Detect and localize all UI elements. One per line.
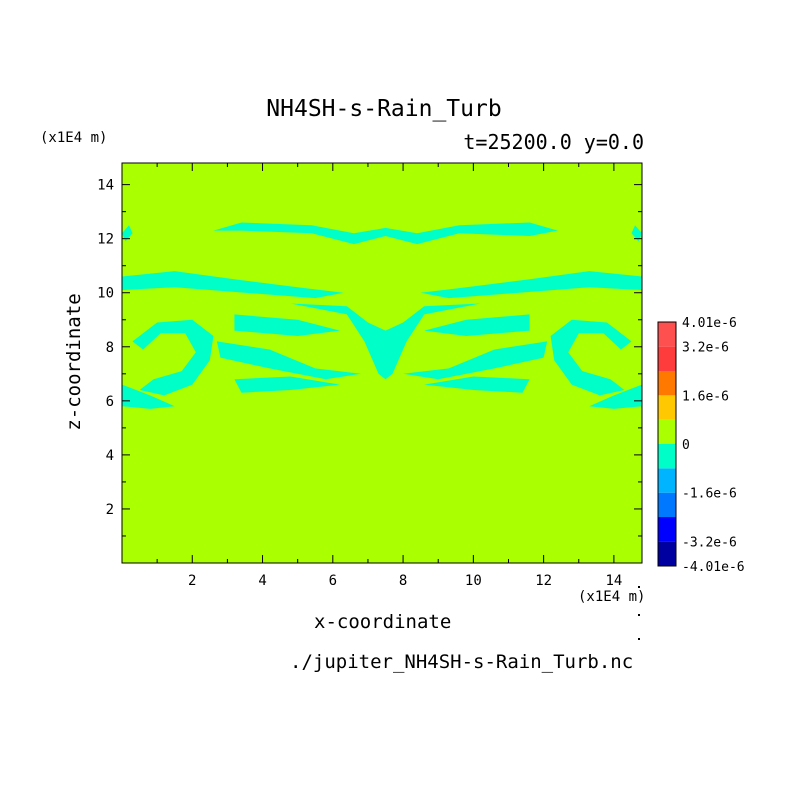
x-tick-label: 6 [329,573,337,589]
heatmap-region [424,314,530,336]
axis-ticks: 2 4 6 8 10 12 14 2 4 6 8 10 12 14 [97,163,642,589]
heatmap-region [234,376,340,393]
marker-dot [638,638,640,640]
x-axis-label: x-coordinate [314,611,452,633]
colorbar-label: -1.6e-6 [682,487,737,502]
marker-dot [638,586,640,588]
heatmap-region [234,314,340,336]
colorbar-segment [658,541,676,566]
colorbar-segment [658,395,676,420]
y-tick-label: 2 [106,502,114,518]
y-tick-label: 14 [97,178,114,194]
y-tick-label: 6 [106,394,114,410]
heatmap-regions [122,222,642,409]
colorbar-label: -4.01e-6 [682,560,745,575]
heatmap-region [589,384,642,409]
x-tick-label: 8 [399,573,407,589]
plot-frame [121,162,643,564]
y-axis-label: z-coordinate [63,293,85,431]
heatmap-region [213,222,558,245]
y-tick-label: 8 [106,340,114,356]
heatmap-region [550,319,632,396]
colorbar-segment [658,444,676,469]
y-axis-unit: (x1E4 m) [40,130,108,146]
source-file-label: ./jupiter_NH4SH-s-Rain_Turb.nc [290,651,634,673]
heatmap-region [631,225,642,242]
marker-dot [638,614,640,616]
colorbar-segment [658,370,676,396]
colorbar-label: 3.2e-6 [682,341,729,356]
colorbar-label: 0 [682,438,690,453]
x-tick-label: 2 [188,573,196,589]
y-tick-label: 4 [106,448,114,464]
chart-title: NH4SH-s-Rain_Turb [266,96,502,122]
colorbar-label: 4.01e-6 [682,316,737,331]
colorbar-segment [658,419,676,444]
heatmap-region [122,384,175,409]
heatmap-region [132,319,214,396]
colorbar-segment [658,517,676,542]
colorbar: 4.01e-6 3.2e-6 1.6e-6 0 -1.6e-6 -3.2e-6 -4.01e… [657,316,745,575]
colorbar-frame [657,321,677,567]
y-tick-label: 12 [97,232,114,248]
colorbar-segment [658,492,676,518]
x-tick-label: 10 [465,573,482,589]
colorbar-label: 1.6e-6 [682,389,729,404]
heatmap-region [403,341,548,380]
colorbar-segment [658,346,676,371]
x-tick-label: 14 [605,573,622,589]
heatmap-region [122,271,344,299]
colorbar-label: -3.2e-6 [682,535,737,550]
heatmap-region [290,303,481,380]
chart-subtitle: t=25200.0 y=0.0 [463,130,644,154]
heatmap-region [420,271,642,299]
x-tick-label: 12 [535,573,552,589]
colorbar-segment [658,468,676,493]
x-axis-unit: (x1E4 m) [578,589,646,605]
heatmap-region [122,225,133,242]
x-tick-label: 4 [258,573,266,589]
heatmap-region [424,376,530,393]
y-tick-label: 10 [97,286,114,302]
heatmap-region [216,341,361,380]
colorbar-segment [658,322,676,347]
